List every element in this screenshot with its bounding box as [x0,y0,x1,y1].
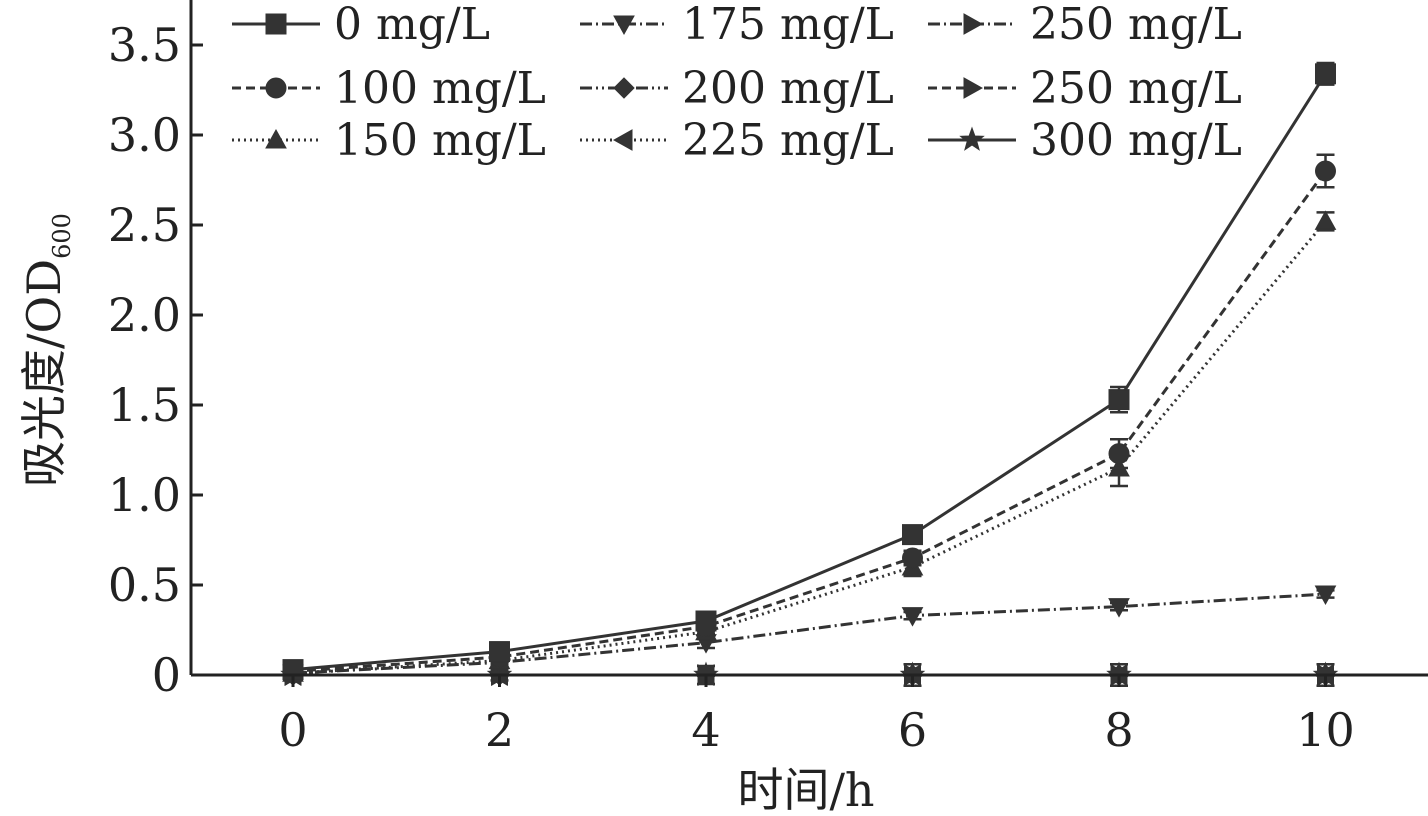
marker-star [959,126,985,151]
svg-text:吸光度/OD600: 吸光度/OD600 [17,213,76,487]
marker-triangle-down [1108,598,1130,618]
marker-triangle-left [612,129,633,151]
legend-item: 175 mg/L [580,0,894,50]
marker-triangle-down [901,607,924,627]
marker-triangle-up [1314,210,1337,230]
marker-diamond [613,77,635,99]
x-axis-title: 时间/h [737,763,874,816]
marker-circle [1315,160,1336,182]
y-axis-title-subscript: 600 [48,213,76,259]
legend-item: 250 mg/L [928,0,1242,50]
legend-label: 250 mg/L [1030,0,1242,50]
legend-label: 100 mg/L [334,63,546,114]
y-tick-label: 1.5 [108,378,181,432]
legend-label: 175 mg/L [682,0,894,50]
legend-label: 150 mg/L [334,115,546,166]
x-tick-label: 6 [898,703,927,757]
y-tick-label: 2.5 [108,198,181,252]
marker-square [265,13,287,35]
marker-square [695,610,717,632]
marker-circle [1108,443,1130,465]
legend-label: 225 mg/L [682,115,894,166]
legend-label: 300 mg/L [1030,115,1242,166]
legend-item: 225 mg/L [580,115,894,166]
legend-item: 300 mg/L [928,115,1242,166]
series-line [292,170,1327,673]
series-line [292,592,1326,675]
marker-triangle-down [1314,585,1337,606]
series [282,61,1336,681]
marker-square [1108,389,1130,411]
legend-item: 150 mg/L [232,115,546,166]
series-line [292,72,1327,672]
x-tick-label: 8 [1104,703,1133,757]
y-tick-label: 3.0 [108,108,181,162]
marker-triangle-right [963,77,984,99]
legend-item: 100 mg/L [232,63,546,114]
marker-square [902,524,923,546]
marker-square [489,641,510,663]
marker-triangle-up [265,128,287,149]
y-tick-label: 0.5 [108,558,181,612]
marker-triangle-down [613,15,635,36]
x-tick-label: 4 [691,703,720,757]
x-tick-label: 2 [485,703,514,757]
x-tick-label: 10 [1296,703,1355,757]
x-tick-label: 0 [278,703,307,757]
legend-label: 250 mg/L [1030,63,1242,114]
y-tick-label: 3.5 [108,18,181,72]
legend-label: 0 mg/L [334,0,490,50]
y-tick-label: 0 [152,648,181,702]
series [282,210,1337,682]
y-axis-title-main: 吸光度/OD [17,259,71,487]
legend-item: 250 mg/L [928,63,1242,114]
marker-square [1315,63,1336,85]
marker-circle [902,547,923,569]
y-tick-label: 1.0 [108,468,181,522]
legend-item: 0 mg/L [232,0,490,50]
marker-circle [265,77,287,99]
legend-item: 200 mg/L [580,63,894,114]
axes-layer: 0 0.5 1.0 1.5 2.0 2.5 3.0 3.5 0 2 4 6 8 10 [108,0,1428,757]
legend-label: 200 mg/L [682,63,894,114]
series-line [292,220,1327,675]
y-axis-title: 吸光度/OD600 [17,213,76,487]
marker-triangle-right [963,13,984,35]
y-tick-label: 2.0 [108,288,181,342]
